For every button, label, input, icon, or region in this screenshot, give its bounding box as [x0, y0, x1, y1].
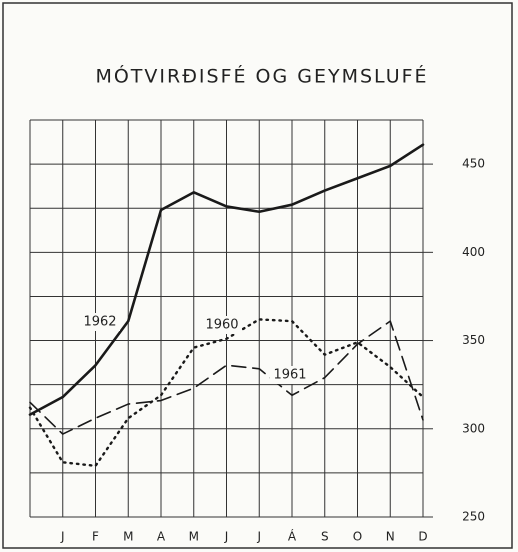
- series-label: 1960: [205, 318, 238, 333]
- x-tick-label: J: [256, 530, 261, 544]
- y-tick-label: 350: [462, 333, 485, 347]
- chart-title: MÓTVIRÐISFÉ OG GEYMSLUFÉ: [95, 64, 428, 88]
- y-tick-label: 400: [462, 245, 485, 259]
- x-tick-label: A: [157, 530, 166, 544]
- x-tick-label: M: [189, 530, 199, 544]
- x-tick-label: J: [224, 530, 229, 544]
- series-line: [29, 320, 424, 435]
- x-tick-label: Á: [288, 529, 297, 544]
- y-tick-label: 250: [462, 510, 485, 524]
- x-tick-label: J: [60, 530, 65, 544]
- x-tick-label: O: [353, 530, 362, 544]
- series-label-bg: [202, 316, 242, 334]
- series-line: [28, 318, 425, 468]
- x-tick-label: F: [92, 530, 99, 544]
- x-tick-label: N: [386, 530, 395, 544]
- frame: [2, 2, 513, 549]
- x-tick-label: S: [321, 530, 329, 544]
- series-label: 1961: [273, 368, 306, 383]
- series-label: 1962: [83, 315, 116, 330]
- x-tick-label: M: [123, 530, 133, 544]
- x-tick-label: D: [418, 530, 427, 544]
- y-tick-label: 300: [462, 421, 485, 435]
- series-line: [28, 143, 425, 416]
- series-label-bg: [270, 366, 310, 384]
- y-tick-label: 450: [462, 157, 485, 171]
- series-label-bg: [80, 313, 120, 331]
